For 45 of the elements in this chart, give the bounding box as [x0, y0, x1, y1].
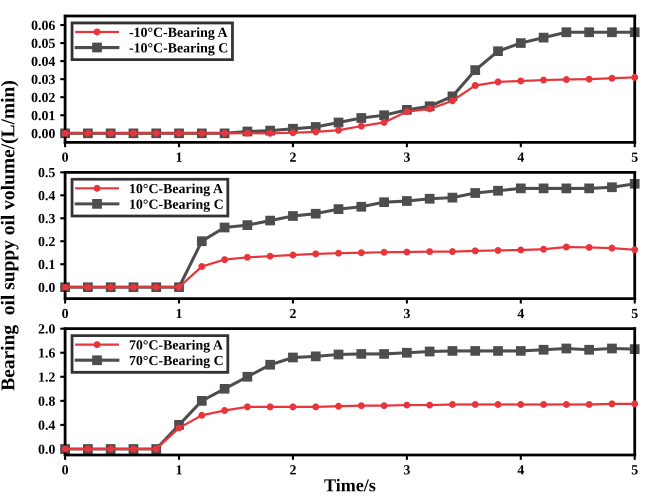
- x-tick-label: 4: [518, 308, 524, 318]
- y-tick-label: 0.06: [32, 20, 55, 30]
- x-tick-label: 3: [404, 308, 410, 318]
- y-tick-label: 0.1: [38, 260, 55, 270]
- x-tick-label: 5: [632, 308, 638, 318]
- legend-label: -10°C-Bearing C: [129, 42, 228, 56]
- x-tick-label: 3: [404, 152, 410, 162]
- y-tick-label: 0.01: [32, 110, 55, 120]
- x-tick-label: 1: [176, 152, 182, 162]
- x-tick-label: 2: [290, 152, 296, 162]
- y-tick-label: 2.0: [38, 324, 55, 334]
- x-tick-label: 4: [518, 152, 524, 162]
- legend-label: 70°C-Bearing C: [130, 355, 223, 368]
- x-tick-label: 4: [518, 465, 524, 474]
- x-tick-label: 3: [404, 465, 410, 474]
- y-tick-label: 0.4: [38, 190, 56, 200]
- y-tick-label: 0.8: [38, 396, 55, 406]
- y-tick-label: 0.0: [38, 282, 55, 292]
- y-tick-label: 0.0: [38, 444, 55, 454]
- x-tick-label: 5: [632, 465, 638, 474]
- x-tick-label: 2: [290, 465, 296, 474]
- y-tick-label: 1.6: [39, 348, 55, 358]
- y-tick-label: 0.00: [32, 128, 55, 138]
- y-tick-label: 0.2: [38, 236, 55, 246]
- y-tick-label: 0.3: [38, 214, 55, 224]
- x-tick-label: 2: [290, 308, 296, 318]
- x-axis-title: Time/s: [324, 478, 376, 492]
- y-tick-label: 0.04: [32, 56, 56, 66]
- legend-label: 10°C-Bearing A: [130, 184, 223, 196]
- x-tick-label: 0: [62, 152, 68, 162]
- y-tick-label: 0.4: [38, 420, 56, 430]
- x-tick-label: 1: [176, 308, 182, 318]
- legend-label: 10°C-Bearing C: [130, 199, 223, 212]
- y-tick-label: 0.5: [38, 168, 55, 178]
- y-tick-label: 0.02: [32, 92, 55, 102]
- x-tick-label: 0: [62, 308, 68, 318]
- x-tick-label: 5: [632, 152, 638, 162]
- y-tick-label: 1.2: [39, 372, 55, 382]
- y-tick-label: 0.05: [32, 38, 55, 48]
- legend-label: -10°C-Bearing A: [129, 27, 228, 40]
- legend-label: 70°C-Bearing A: [130, 340, 223, 353]
- x-tick-label: 1: [176, 465, 182, 474]
- y-tick-label: 0.03: [32, 74, 55, 84]
- y-axis-title: Bearing oil suppy oil volume/(L/min): [0, 81, 19, 390]
- x-tick-label: 0: [62, 465, 68, 474]
